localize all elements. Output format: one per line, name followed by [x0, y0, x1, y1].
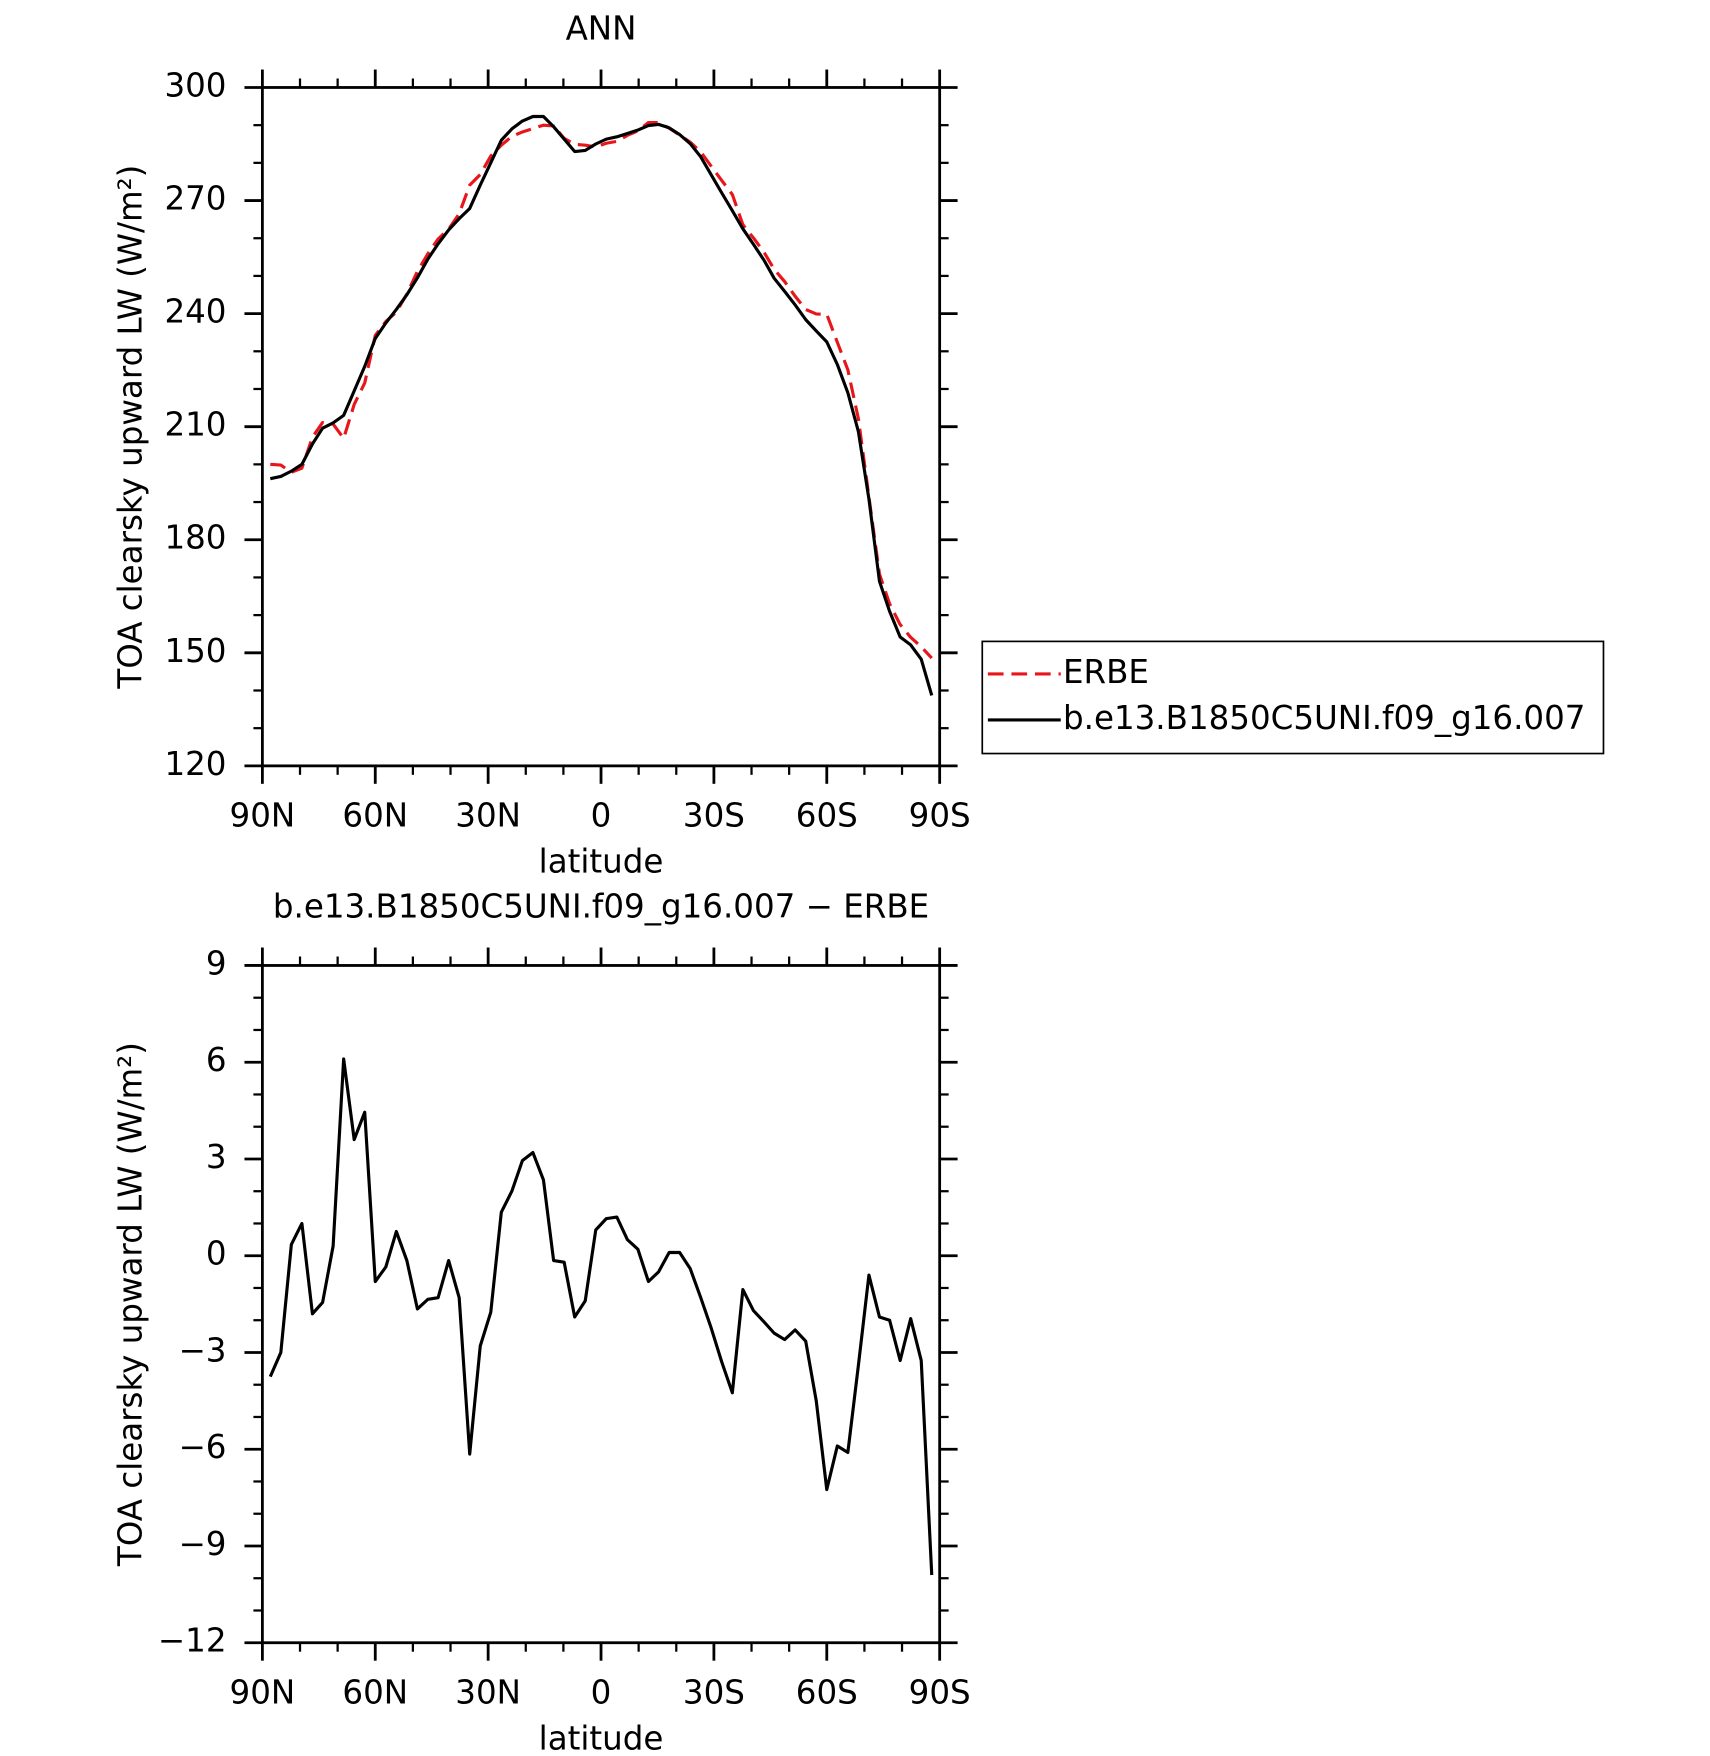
legend-label: b.e13.B1850C5UNI.f09_g16.007: [1063, 699, 1585, 737]
y-tick-label: 6: [206, 1041, 227, 1079]
x-tick-label: 30N: [455, 796, 521, 834]
y-tick-label: −12: [158, 1622, 227, 1660]
x-tick-label: 0: [591, 796, 612, 834]
y-tick-label: 9: [206, 944, 227, 982]
y-tick-label: 300: [164, 66, 226, 104]
x-tick-label: 60S: [796, 1673, 858, 1711]
x-tick-label: 60N: [342, 1673, 408, 1711]
y-tick-label: 240: [164, 293, 226, 331]
legend-label: ERBE: [1063, 653, 1149, 691]
y-tick-label: 0: [206, 1235, 227, 1273]
data-line: [270, 120, 933, 660]
x-tick-label: 90S: [909, 1673, 971, 1711]
x-tick-label: 60S: [796, 796, 858, 834]
y-axis-label: TOA clearsky upward LW (W/m²): [111, 165, 149, 690]
y-tick-label: −9: [179, 1525, 227, 1563]
x-axis-label: latitude: [539, 1719, 664, 1756]
y-axis-label: TOA clearsky upward LW (W/m²): [111, 1042, 149, 1567]
y-tick-label: 270: [164, 180, 226, 218]
chart-title: ANN: [566, 9, 637, 47]
y-tick-label: 150: [164, 632, 226, 670]
x-tick-label: 90S: [909, 796, 971, 834]
x-tick-label: 90N: [230, 796, 296, 834]
y-tick-label: 120: [164, 745, 226, 783]
x-tick-label: 90N: [230, 1673, 296, 1711]
plot-frame: [260, 964, 942, 1645]
y-tick-label: 210: [164, 406, 226, 444]
y-tick-label: 180: [164, 519, 226, 557]
y-tick-label: −3: [179, 1331, 227, 1369]
x-tick-label: 30N: [455, 1673, 521, 1711]
chart-title: b.e13.B1850C5UNI.f09_g16.007 − ERBE: [273, 887, 929, 925]
plot-frame: [260, 86, 942, 768]
legend-box: [981, 640, 1605, 755]
x-axis-label: latitude: [539, 842, 664, 880]
x-tick-label: 60N: [342, 796, 408, 834]
x-tick-label: 0: [591, 1673, 612, 1711]
data-line: [268, 1057, 934, 1576]
y-tick-label: −6: [179, 1428, 227, 1466]
data-line: [269, 114, 934, 696]
x-tick-label: 30S: [683, 796, 745, 834]
y-tick-label: 3: [206, 1138, 227, 1176]
x-tick-label: 30S: [683, 1673, 745, 1711]
